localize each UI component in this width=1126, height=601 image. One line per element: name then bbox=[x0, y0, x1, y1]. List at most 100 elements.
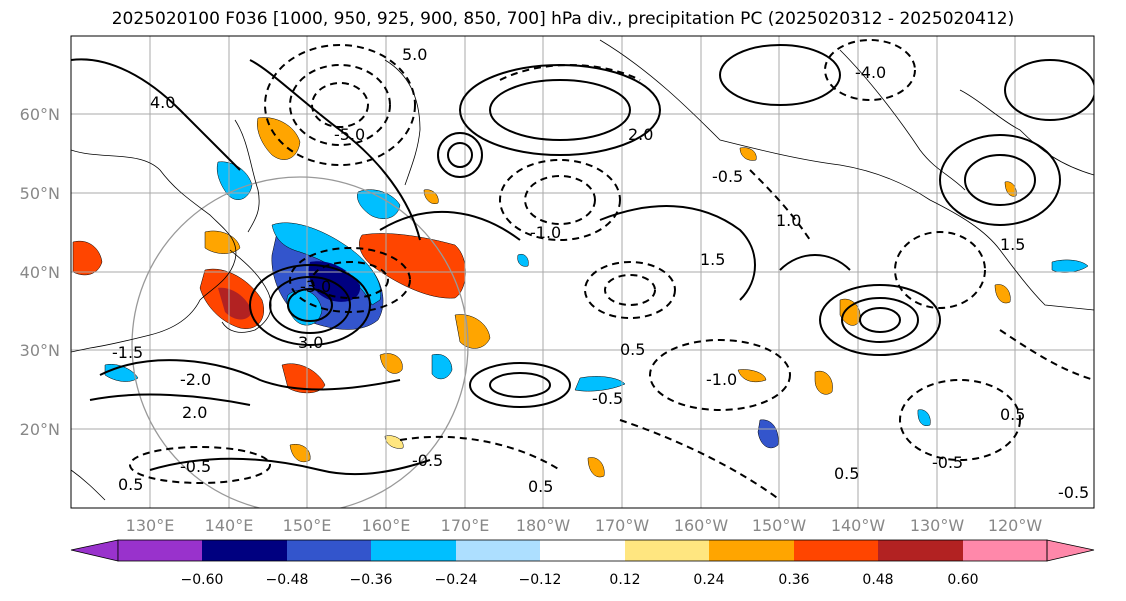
contour-label: 0.5 bbox=[620, 340, 645, 359]
precip-pos-14 bbox=[737, 369, 767, 383]
precip-neg-9 bbox=[757, 419, 779, 449]
lon-label: 160°E bbox=[362, 516, 411, 535]
colorbar-segment bbox=[202, 540, 287, 561]
contour-label: -3.0 bbox=[300, 277, 331, 296]
lon-label: 140°W bbox=[831, 516, 886, 535]
colorbar-segment bbox=[625, 540, 709, 561]
contour-label: 1.5 bbox=[700, 250, 725, 269]
contour-label: -0.5 bbox=[180, 457, 211, 476]
contour-label: 0.5 bbox=[1000, 405, 1025, 424]
contour-label: 2.0 bbox=[182, 403, 207, 422]
colorbar-label: −0.60 bbox=[181, 572, 224, 588]
precip-pos-19 bbox=[384, 435, 404, 449]
precip-neg-2 bbox=[271, 222, 382, 306]
lon-label: 180°W bbox=[516, 516, 571, 535]
lon-label: 150°W bbox=[752, 516, 807, 535]
contour-label: -1.5 bbox=[112, 343, 143, 362]
map-title: 2025020100 F036 [1000, 950, 925, 900, 85… bbox=[111, 9, 1015, 29]
lat-label: 20°N bbox=[20, 420, 60, 439]
contour-label: -1.0 bbox=[530, 223, 561, 242]
contour-label: -5.0 bbox=[334, 125, 365, 144]
colorbar-segment bbox=[709, 540, 794, 561]
contour-label-group: -3.0 -2.0 -1.5 -1.0 -0.5 -0.5 -0.5 -0.5 … bbox=[112, 45, 1089, 502]
colorbar-label: 0.12 bbox=[609, 572, 640, 588]
colorbar-segment bbox=[456, 540, 540, 561]
lat-label: 30°N bbox=[20, 341, 60, 360]
map-frame bbox=[70, 35, 1095, 509]
contour-label: 1.0 bbox=[776, 211, 801, 230]
lon-label: 130°E bbox=[126, 516, 175, 535]
precip-pos-5 bbox=[281, 363, 326, 394]
contour-label: 0.5 bbox=[118, 475, 143, 494]
precip-neg-13 bbox=[517, 254, 529, 267]
reference-circle bbox=[131, 176, 469, 508]
colorbar-label: −0.48 bbox=[266, 572, 309, 588]
precip-pos-15 bbox=[994, 284, 1011, 304]
contour-label: -1.0 bbox=[706, 370, 737, 389]
contour-label: 3.0 bbox=[298, 333, 323, 352]
colorbar: −0.60 −0.48 −0.36 −0.24 −0.12 0.12 0.24 … bbox=[70, 539, 1095, 588]
colorbar-segment bbox=[794, 540, 878, 561]
precip-neg-7 bbox=[431, 354, 453, 380]
precip-pos-3 bbox=[218, 287, 252, 320]
contour-label: -0.5 bbox=[592, 389, 623, 408]
colorbar-frame bbox=[117, 539, 1048, 562]
colorbar-segment bbox=[118, 540, 202, 561]
lon-label: 120°W bbox=[988, 516, 1043, 535]
contour-label: -0.5 bbox=[1058, 483, 1089, 502]
precip-neg-5 bbox=[216, 161, 253, 200]
contours-negative bbox=[129, 39, 1094, 501]
coastlines bbox=[71, 39, 1094, 501]
lon-label: 150°E bbox=[283, 516, 332, 535]
lon-label: 170°W bbox=[595, 516, 650, 535]
lon-label: 140°E bbox=[205, 516, 254, 535]
lon-label: 160°W bbox=[674, 516, 729, 535]
contour-label: 2.0 bbox=[628, 125, 653, 144]
contour-label: -0.5 bbox=[932, 453, 963, 472]
colorbar-segment bbox=[287, 540, 371, 561]
graticule bbox=[71, 36, 1094, 508]
colorbar-label: 0.36 bbox=[778, 572, 809, 588]
precip-pos-8 bbox=[204, 230, 241, 254]
precip-pos-6 bbox=[454, 314, 491, 349]
contour-label: -0.5 bbox=[412, 451, 443, 470]
contour-label: -2.0 bbox=[180, 370, 211, 389]
contour-label: 1.5 bbox=[1000, 235, 1025, 254]
triangle-left-icon bbox=[70, 539, 119, 562]
colorbar-label: −0.12 bbox=[519, 572, 562, 588]
lon-axis: 130°E 140°E 150°E 160°E 170°E 180°W 170°… bbox=[126, 516, 1043, 535]
lat-axis: 60°N 50°N 40°N 30°N 20°N bbox=[20, 105, 60, 439]
colorbar-segment bbox=[963, 540, 1047, 561]
contour-label: 4.0 bbox=[150, 93, 175, 112]
colorbar-segment bbox=[540, 540, 625, 561]
lon-label: 170°E bbox=[441, 516, 490, 535]
lon-label: 130°W bbox=[910, 516, 965, 535]
colorbar-label: 0.48 bbox=[862, 572, 893, 588]
triangle-right-icon bbox=[1046, 539, 1095, 562]
colorbar-label: −0.36 bbox=[350, 572, 393, 588]
colorbar-label: 0.24 bbox=[693, 572, 724, 588]
map-panel: -3.0 -2.0 -1.5 -1.0 -0.5 -0.5 -0.5 -0.5 … bbox=[71, 36, 1094, 508]
contours-positive bbox=[71, 44, 1094, 476]
precip-neg-6 bbox=[357, 189, 401, 219]
precip-pos-7 bbox=[72, 240, 103, 276]
colorbar-segment bbox=[371, 540, 456, 561]
contour-label: 0.5 bbox=[528, 477, 553, 496]
precip-pos-18 bbox=[739, 147, 757, 161]
precip-pos-12 bbox=[289, 444, 311, 463]
precip-neg-12 bbox=[917, 409, 931, 426]
colorbar-label: 0.60 bbox=[947, 572, 978, 588]
contour-label: 0.5 bbox=[834, 464, 859, 483]
precip-neg-8 bbox=[574, 376, 626, 392]
lat-label: 60°N bbox=[20, 105, 60, 124]
precip-pos-10 bbox=[814, 370, 833, 395]
colorbar-label: −0.24 bbox=[435, 572, 478, 588]
lat-label: 40°N bbox=[20, 263, 60, 282]
colorbar-segment bbox=[878, 540, 963, 561]
contour-label: 5.0 bbox=[402, 45, 427, 64]
contour-label: -4.0 bbox=[855, 63, 886, 82]
lat-label: 50°N bbox=[20, 184, 60, 203]
contour-label: -0.5 bbox=[712, 167, 743, 186]
precip-pos-11 bbox=[587, 457, 605, 478]
